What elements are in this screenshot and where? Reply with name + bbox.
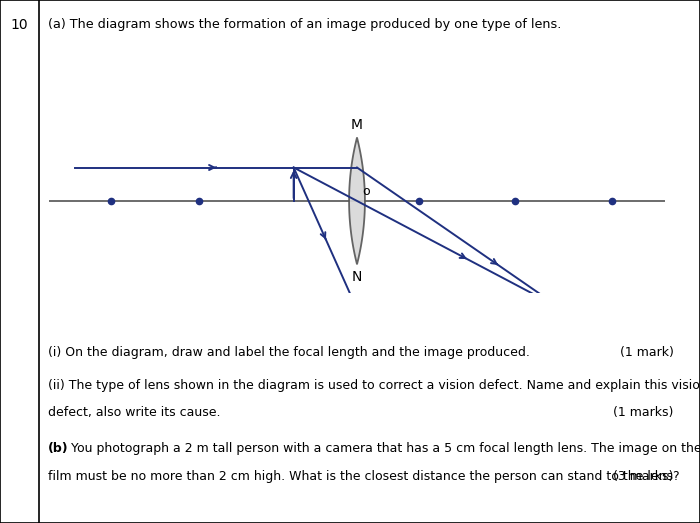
Text: film must be no more than 2 cm high. What is the closest distance the person can: film must be no more than 2 cm high. Wha… [48,470,679,483]
Text: (3 marks): (3 marks) [613,470,673,483]
Text: M: M [351,118,363,132]
Text: (1 marks): (1 marks) [613,406,673,419]
Text: (ii) The type of lens shown in the diagram is used to correct a vision defect. N: (ii) The type of lens shown in the diagr… [48,379,700,392]
Text: (a) The diagram shows the formation of an image produced by one type of lens.: (a) The diagram shows the formation of a… [48,18,561,31]
Text: defect, also write its cause.: defect, also write its cause. [48,406,220,419]
Text: o: o [363,185,370,198]
Polygon shape [349,138,365,264]
Text: 10: 10 [10,18,28,32]
Text: (1 mark): (1 mark) [620,346,673,359]
Text: (i) On the diagram, draw and label the focal length and the image produced.: (i) On the diagram, draw and label the f… [48,346,529,359]
Text: N: N [352,269,362,283]
Text: You photograph a 2 m tall person with a camera that has a 5 cm focal length lens: You photograph a 2 m tall person with a … [67,442,700,456]
Text: (b): (b) [48,442,68,456]
